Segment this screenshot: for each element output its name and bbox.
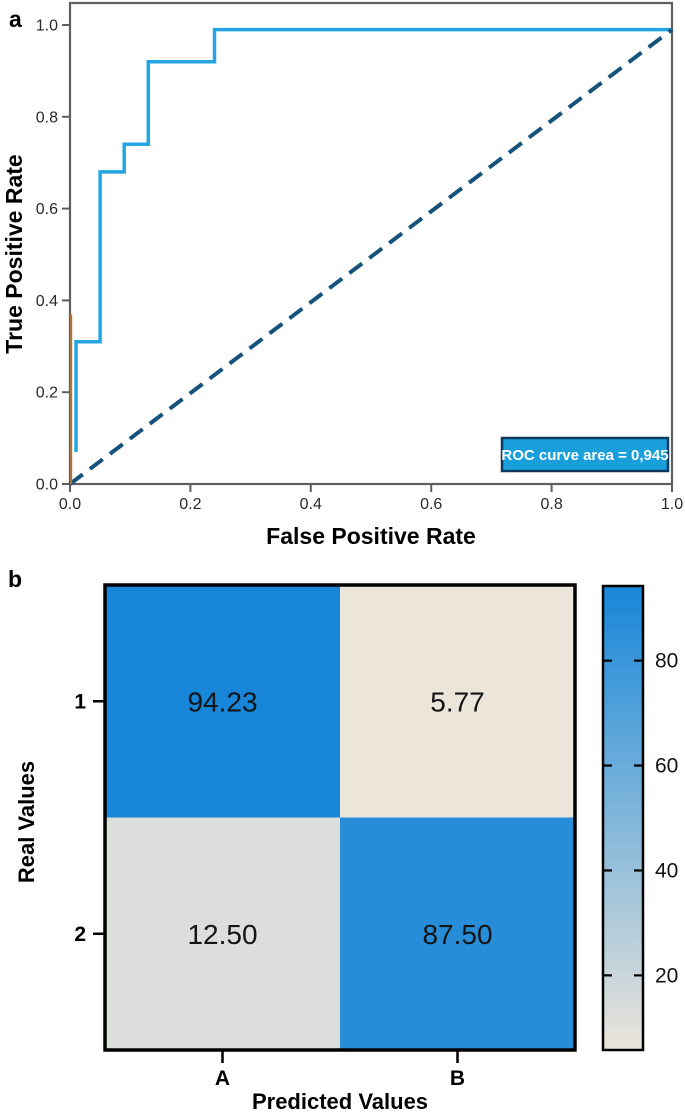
colorbar-tick-label: 40: [655, 859, 678, 882]
panel-a-letter: a: [9, 6, 22, 32]
heatmap-cells: 94.23 5.77 12.50 87.50: [105, 585, 575, 1050]
colorbar-tick-label: 60: [655, 755, 678, 778]
y-axis-ticks: 0.0 0.2 0.4 0.6 0.8 1.0: [36, 18, 70, 494]
heatmap-cell: [340, 817, 575, 1050]
colorbar-tick-label: 80: [655, 650, 678, 673]
x-axis-title: False Positive Rate: [266, 523, 476, 549]
y-tick-label: 0.2: [36, 385, 58, 402]
legend: ROC curve area = 0,945: [500, 436, 670, 473]
legend-box: [500, 436, 670, 473]
colorbar-ticks: 80 60 40 20: [603, 650, 678, 987]
x-axis-ticks: 0.0 0.2 0.4 0.6 0.8 1.0: [59, 484, 683, 513]
heatmap-cell: [340, 585, 575, 818]
x-tick-label: 1.0: [661, 496, 683, 513]
row-ticks: 12: [74, 690, 105, 946]
y-axis-title: Real Values: [14, 761, 39, 883]
cell-value-label: 94.23: [187, 686, 257, 717]
y-tick-label: 0.8: [36, 109, 58, 126]
cell-value-label: 87.50: [422, 919, 492, 950]
y-tick-label: 0.4: [36, 293, 58, 310]
plot-area: [68, 1, 674, 486]
row-tick-label: 2: [74, 923, 86, 946]
row-tick-label: 1: [74, 690, 86, 713]
colorbar-tick-label: 20: [655, 964, 678, 987]
column-tick-label: B: [450, 1067, 465, 1090]
x-tick-label: 0.2: [179, 496, 201, 513]
colorbar-gradient: [601, 584, 645, 1052]
colorbar: 80 60 40 20: [601, 584, 678, 1052]
x-tick-label: 0.0: [59, 496, 81, 513]
x-tick-label: 0.4: [300, 496, 322, 513]
column-tick-label: A: [215, 1067, 230, 1090]
y-axis-title: True Positive Rate: [1, 154, 27, 353]
x-axis-title: Predicted Values: [252, 1089, 428, 1114]
cell-value-label: 12.50: [187, 919, 257, 950]
heatmap-cell: [105, 817, 340, 1050]
legend-label: ROC curve area = 0,945: [501, 447, 668, 464]
panel-b-letter: b: [8, 566, 23, 592]
y-tick-label: 1.0: [36, 18, 58, 35]
x-tick-label: 0.8: [540, 496, 562, 513]
y-tick-label: 0.0: [36, 477, 58, 494]
roc-chart: 0.0 0.2 0.4 0.6 0.8 1.0 0.0 0.2 0.4 0.6 0.8 1.0 RO…: [1, 1, 683, 549]
x-tick-label: 0.6: [420, 496, 442, 513]
cell-value-label: 5.77: [430, 686, 485, 717]
ROC-curve-line: [74, 27, 672, 452]
heatmap-cell: [105, 585, 340, 818]
roc-series-group: [68, 27, 674, 486]
y-tick-label: 0.6: [36, 201, 58, 218]
matrix-border: [103, 583, 577, 1052]
chance-diagonal-line: [68, 28, 674, 486]
